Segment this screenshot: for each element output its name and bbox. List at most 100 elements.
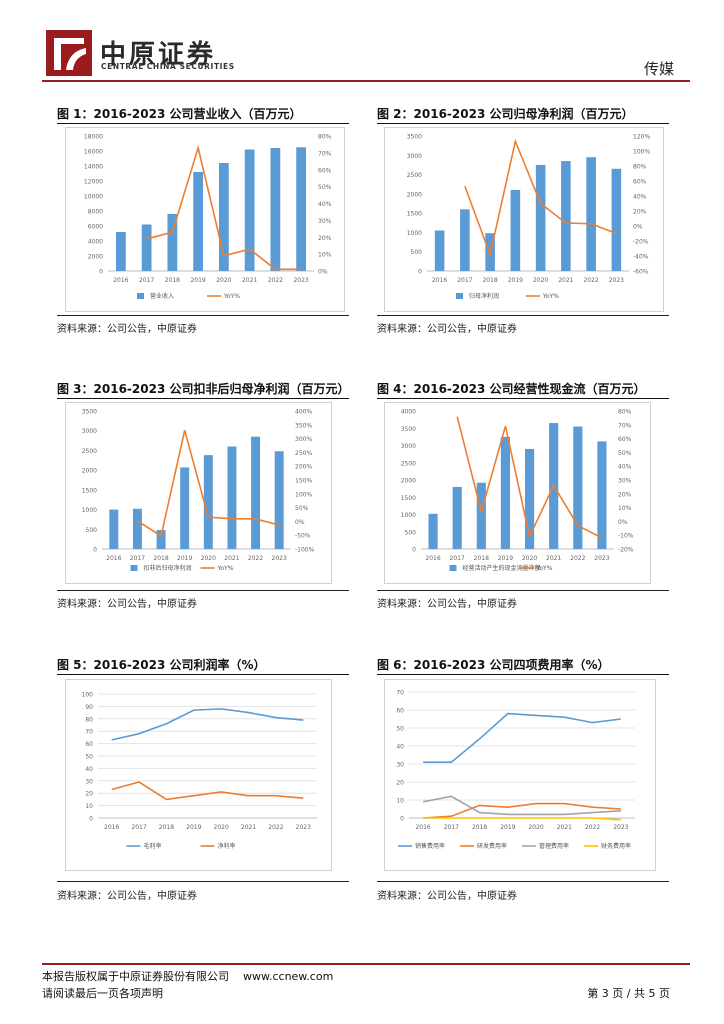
chart2-bar [586, 157, 596, 271]
figure-2-chart-svg: 0 500 1000 1500 2000 2500 3000 3500 -60% -40% -20%… [407, 134, 651, 301]
chart4-bar [524, 448, 535, 549]
chart2-ytick-label: 0 [418, 269, 422, 276]
chart3-y2tick-label: 250% [295, 450, 312, 457]
chart2-xtick-label: 2021 [558, 277, 573, 284]
page-header: 中原证券 CENTRAL CHINA SECURITIES 传媒 [0, 0, 724, 82]
chart1-ytick-label: 14000 [84, 164, 103, 171]
chart4-y2tick-label: 20% [618, 491, 632, 498]
chart2-ytick-label: 500 [411, 249, 423, 256]
chart5-xtick-label: 2017 [131, 824, 146, 831]
figure-6-chart: 0 10 20 30 40 50 60 70 2016 2017 2018 2019 2020 2021 2… [384, 679, 656, 871]
chart4-ytick-label: 3500 [401, 426, 416, 433]
chart4-xtick-label: 2017 [450, 555, 465, 562]
chart3-ytick-label: 2000 [82, 468, 97, 475]
chart4-legend-swatch [449, 565, 457, 571]
chart2-ytick-label: 2500 [407, 172, 422, 179]
chart1-y2tick-label: 0% [318, 269, 328, 276]
header-divider [42, 80, 690, 82]
chart5-legend-label: 毛利率 [144, 842, 162, 850]
chart3-xtick-label: 2023 [272, 555, 287, 562]
figure-1-title: 图 1：2016-2023 公司营业收入（百万元） [57, 107, 302, 121]
chart4-xtick-label: 2023 [594, 555, 609, 562]
figure-2-title: 图 2：2016-2023 公司归母净利润（百万元） [377, 107, 634, 121]
chart3-ytick-label: 0 [93, 547, 97, 554]
figure-3-chart-svg: 0 500 1000 1500 2000 2500 3000 3500 -100% -50% 0% 5… [82, 409, 315, 573]
chart2-xtick-label: 2016 [432, 277, 447, 284]
chart3-y2tick-label: -100% [295, 547, 315, 554]
chart2-y2tick-label: 120% [633, 134, 650, 141]
chart3-bar [180, 467, 190, 549]
chart6-xtick-label: 2021 [557, 824, 572, 831]
chart2-xtick-label: 2023 [609, 277, 624, 284]
logo-english-name: CENTRAL CHINA SECURITIES [101, 62, 235, 71]
figure-6-source-rule [377, 881, 669, 882]
chart6-ytick-label: 10 [396, 798, 404, 805]
chart2-ytick-label: 3500 [407, 134, 422, 141]
chart4-ytick-label: 500 [405, 529, 417, 536]
chart4-y2tick-label: 60% [618, 436, 632, 443]
chart1-ytick-label: 8000 [88, 209, 103, 216]
chart4-bar [476, 482, 486, 549]
chart1-xtick-label: 2021 [242, 277, 257, 284]
chart2-y2tick-label: 60% [633, 179, 647, 186]
chart1-bar [270, 148, 281, 271]
chart1-y2tick-label: 60% [318, 167, 332, 174]
chart5-ytick-label: 0 [89, 816, 93, 823]
chart6-ytick-label: 30 [396, 762, 404, 769]
chart2-xtick-label: 2022 [583, 277, 598, 284]
figure-3-source-rule [57, 590, 349, 591]
chart5-ytick-label: 40 [85, 766, 93, 773]
figure-6-title: 图 6：2016-2023 公司四项费用率（%） [377, 658, 610, 672]
chart1-y2tick-label: 20% [318, 235, 332, 242]
chart3-ytick-label: 1000 [82, 507, 97, 514]
chart2-y2tick-label: -60% [633, 269, 649, 276]
figure-5-chart-svg: 0 10 20 30 40 50 60 70 80 90 100 2016 2017 2018 2019 20… [82, 692, 317, 850]
chart4-y2tick-label: 0% [618, 519, 628, 526]
chart1-xtick-label: 2020 [216, 277, 231, 284]
footer-website-link[interactable]: www.ccnew.com [243, 970, 334, 983]
chart3-bar [156, 530, 166, 549]
chart1-xtick-label: 2016 [113, 277, 128, 284]
chart3-xtick-label: 2018 [153, 555, 168, 562]
chart5-xtick-label: 2021 [241, 824, 256, 831]
chart2-y2tick-label: -40% [633, 254, 649, 261]
chart4-xtick-label: 2018 [474, 555, 489, 562]
chart2-y2tick-label: 20% [633, 209, 647, 216]
chart1-ytick-label: 0 [99, 269, 103, 276]
chart1-bar [193, 172, 204, 271]
chart6-xtick-label: 2016 [415, 824, 430, 831]
chart6-legend-label: 财务费用率 [601, 842, 631, 850]
chart3-bar [227, 446, 237, 549]
chart5-ytick-label: 70 [85, 729, 93, 736]
chart1-y2tick-label: 80% [318, 134, 332, 141]
chart1-y2tick-label: 40% [318, 201, 332, 208]
chart6-series-line [423, 802, 621, 819]
chart1-xtick-label: 2022 [268, 277, 283, 284]
chart4-bar [597, 441, 607, 549]
chart3-legend-label: YoY% [217, 565, 234, 572]
chart4-y2tick-label: 30% [618, 478, 632, 485]
chart3-xtick-label: 2020 [201, 555, 216, 562]
figure-5-chart: 0 10 20 30 40 50 60 70 80 90 100 2016 2017 2018 2019 20… [65, 679, 332, 871]
chart6-ytick-label: 40 [396, 744, 404, 751]
chart2-yoy-line [464, 138, 617, 258]
chart2-xtick-label: 2018 [482, 277, 497, 284]
chart3-xtick-label: 2019 [177, 555, 192, 562]
chart3-ytick-label: 2500 [82, 448, 97, 455]
chart2-bar [535, 164, 546, 271]
chart4-ytick-label: 2000 [401, 478, 416, 485]
chart1-bar [218, 163, 229, 271]
chart1-ytick-label: 16000 [84, 149, 103, 156]
chart4-legend-label: YoY% [536, 565, 553, 572]
chart5-series-line [111, 781, 304, 801]
chart4-ytick-label: 1500 [401, 495, 416, 502]
chart6-legend-label: 研发费用率 [477, 842, 507, 850]
chart2-xtick-label: 2020 [533, 277, 548, 284]
chart3-y2tick-label: 400% [295, 409, 312, 416]
chart6-ytick-label: 50 [396, 726, 404, 733]
chart1-legend-label: YoY% [223, 293, 240, 300]
chart1-bar [296, 147, 307, 271]
chart2-xtick-label: 2017 [457, 277, 472, 284]
figure-2-chart: 0 500 1000 1500 2000 2500 3000 3500 -60% -40% -20%… [384, 127, 664, 312]
chart1-ytick-label: 6000 [88, 224, 103, 231]
